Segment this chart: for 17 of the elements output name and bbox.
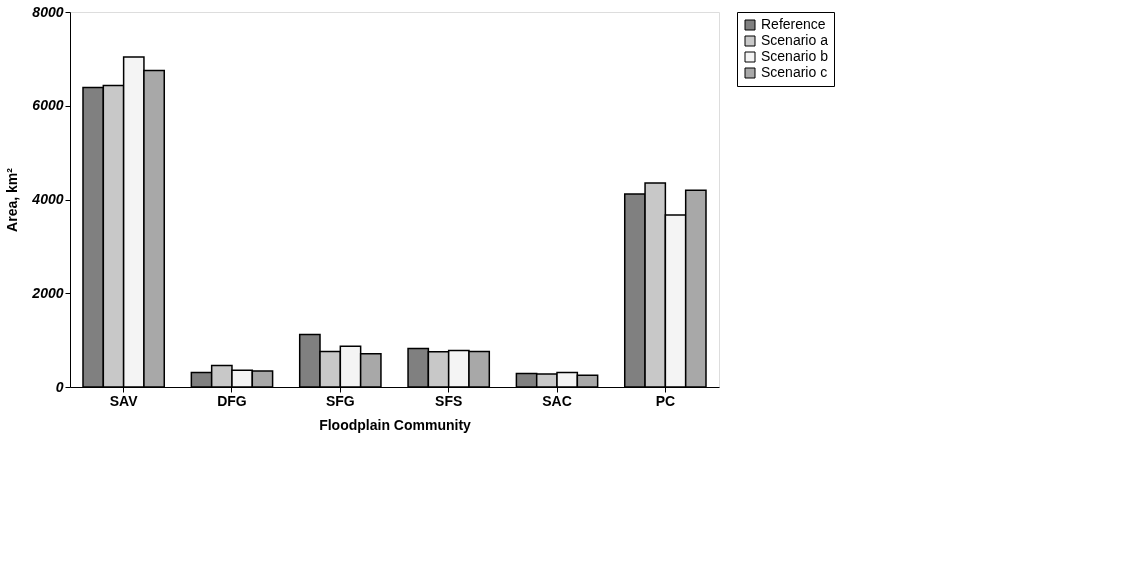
legend-label: Scenario c: [761, 64, 828, 80]
legend-label: Reference: [761, 16, 826, 32]
legend-label: Scenario a: [761, 32, 829, 48]
x-tick-label: DFG: [217, 392, 247, 409]
y-tick-label: 2000: [31, 284, 64, 301]
legend-label: Scenario b: [761, 48, 829, 64]
y-axis-title: Area, km²: [4, 167, 21, 232]
y-tick-label: 6000: [32, 97, 64, 114]
x-tick-label: SFS: [435, 392, 463, 409]
y-tick-label: 8000: [32, 3, 64, 20]
x-tick-label: PC: [655, 392, 676, 409]
x-tick-label: SAV: [109, 392, 139, 409]
y-tick-label: 4000: [31, 191, 64, 207]
x-tick-label: SFG: [325, 392, 355, 409]
y-tick-label: 0: [55, 378, 64, 395]
x-axis-title: Floodplain Community: [319, 416, 472, 433]
x-tick-label: SAC: [542, 392, 572, 409]
